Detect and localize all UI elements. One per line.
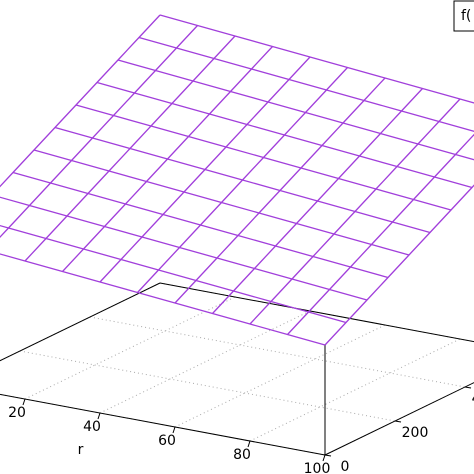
y-tick [324, 454, 332, 457]
grid-line [174, 324, 386, 428]
mesh-line [62, 46, 273, 272]
mesh-line [0, 25, 198, 239]
grid-line [249, 338, 461, 442]
mesh-line [0, 253, 326, 346]
x-tick-label: 60 [158, 433, 176, 449]
mesh-line [287, 133, 474, 335]
y-tick [464, 386, 472, 389]
y-tick-label: 0 [341, 459, 350, 474]
box-edge [159, 282, 474, 343]
x-tick [97, 412, 101, 420]
grid-line [99, 310, 311, 414]
x-tick-label: 80 [233, 447, 251, 463]
x-axis [0, 393, 326, 456]
x-tick-label: 100 [304, 461, 331, 474]
y-tick-label: 200 [402, 425, 429, 441]
y-tick [394, 420, 402, 423]
mesh-line [138, 36, 474, 132]
legend-label: f( [461, 8, 471, 24]
mesh-line [0, 196, 368, 301]
mesh-line [24, 35, 236, 262]
x-tick [322, 454, 326, 462]
x-tick-label: 20 [8, 405, 26, 421]
x-tick [172, 426, 176, 434]
mesh-line [0, 224, 347, 324]
mesh-line [324, 184, 474, 346]
mesh-line [249, 98, 461, 325]
x-tick [22, 398, 26, 406]
mesh-line [0, 14, 161, 188]
x-tick [247, 440, 251, 448]
grid-line [19, 350, 396, 422]
grid-line [89, 316, 466, 388]
mesh-line [212, 88, 423, 314]
box-edge [0, 282, 161, 362]
grid-line [0, 282, 161, 362]
x-tick-label: 40 [83, 419, 101, 435]
mesh-line [174, 77, 386, 304]
mesh-line [117, 59, 474, 161]
y-tick-label: 400 [472, 391, 474, 407]
mesh-line [137, 67, 348, 293]
legend-box [453, 0, 474, 32]
grid-line [324, 382, 474, 456]
mesh-line [159, 14, 474, 104]
y-axis [324, 382, 474, 456]
x-axis-label: r [78, 442, 84, 458]
grid-line [24, 296, 236, 400]
mesh-line [99, 56, 311, 283]
